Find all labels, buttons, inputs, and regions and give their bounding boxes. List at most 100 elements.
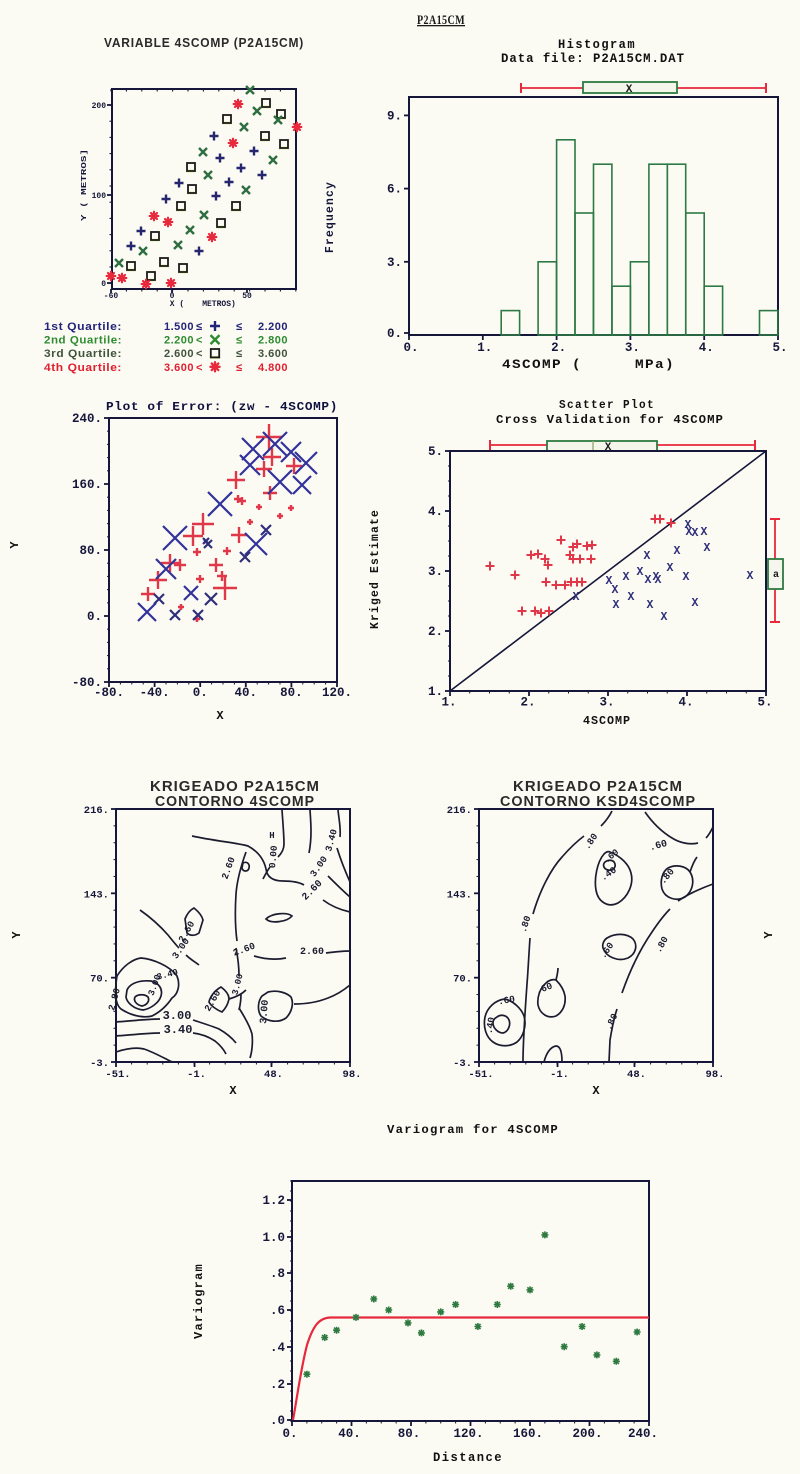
- svg-text:80.: 80.: [79, 544, 102, 558]
- svg-text:40.: 40.: [338, 1427, 361, 1441]
- svg-text:0.00: 0.00: [267, 845, 280, 869]
- svg-text:143.: 143.: [84, 889, 109, 901]
- svg-text:X: X: [653, 571, 660, 584]
- svg-text:0.: 0.: [193, 686, 208, 700]
- svg-text:4th Quartile:: 4th Quartile:: [44, 362, 122, 374]
- svg-text:KRIGEADO P2A15CM: KRIGEADO P2A15CM: [150, 779, 320, 795]
- svg-text:4.800: 4.800: [258, 362, 288, 374]
- svg-text:X: X: [613, 599, 620, 612]
- svg-text:P2A15CM: P2A15CM: [417, 12, 465, 27]
- svg-text:X: X: [692, 527, 699, 540]
- svg-text:3rd Quartile:: 3rd Quartile:: [44, 348, 122, 360]
- svg-text:.6: .6: [270, 1304, 285, 1318]
- svg-text:0.: 0.: [387, 327, 402, 341]
- svg-text:Histogram: Histogram: [558, 38, 636, 52]
- svg-text:3.: 3.: [387, 256, 402, 270]
- svg-text:KRIGEADO P2A15CM: KRIGEADO P2A15CM: [513, 779, 683, 795]
- svg-text:4.: 4.: [428, 505, 443, 519]
- svg-text:1.2: 1.2: [262, 1194, 285, 1208]
- svg-text:<: <: [196, 362, 202, 374]
- svg-text:Distance: Distance: [433, 1451, 503, 1465]
- svg-text:-3.: -3.: [90, 1058, 109, 1070]
- svg-text:H: H: [269, 831, 274, 841]
- svg-text:Data file: P2A15CM.DAT: Data file: P2A15CM.DAT: [501, 52, 685, 66]
- svg-text:X: X: [674, 545, 681, 558]
- svg-text:0: 0: [170, 292, 175, 301]
- svg-text:200.: 200.: [572, 1427, 602, 1441]
- svg-text:-3.: -3.: [453, 1058, 472, 1070]
- svg-text:0: 0: [101, 280, 106, 289]
- svg-text:216.: 216.: [84, 805, 109, 817]
- svg-text:-40.: -40.: [140, 686, 170, 700]
- svg-text:160.: 160.: [513, 1427, 543, 1441]
- svg-text:X: X: [704, 542, 711, 555]
- svg-text:80.: 80.: [398, 1427, 421, 1441]
- svg-text:2.: 2.: [551, 341, 566, 355]
- svg-text:3.600: 3.600: [164, 362, 194, 374]
- svg-text:120.: 120.: [322, 686, 352, 700]
- svg-text:X: X: [747, 570, 754, 583]
- svg-text:Y ( METROS]: Y ( METROS]: [81, 149, 89, 221]
- svg-text:-51.: -51.: [105, 1069, 130, 1081]
- svg-text:Variogram: Variogram: [192, 1263, 206, 1339]
- svg-text:X: X: [661, 611, 668, 624]
- svg-text:3.40: 3.40: [164, 1023, 193, 1037]
- svg-text:3.: 3.: [625, 341, 640, 355]
- svg-text:X: X: [637, 566, 644, 579]
- svg-text:X: X: [645, 574, 652, 587]
- svg-text:.40: .40: [484, 1016, 498, 1035]
- svg-text:1.500: 1.500: [164, 321, 194, 333]
- svg-text:MPa): MPa): [635, 358, 675, 372]
- svg-text:<: <: [196, 335, 202, 347]
- svg-text:1.: 1.: [477, 341, 492, 355]
- svg-text:Cross Validation for 4SCOMP: Cross Validation for 4SCOMP: [496, 413, 724, 427]
- svg-text:.2: .2: [270, 1378, 285, 1392]
- svg-text:Frequency: Frequency: [324, 181, 337, 253]
- svg-text:X: X: [573, 591, 580, 604]
- svg-text:X: X: [592, 1084, 600, 1098]
- svg-text:X: X: [612, 584, 619, 597]
- svg-text:Variogram for 4SCOMP: Variogram for 4SCOMP: [387, 1123, 559, 1137]
- svg-text:5.: 5.: [428, 445, 443, 459]
- svg-text:≤: ≤: [236, 335, 242, 347]
- svg-text:X: X: [692, 597, 699, 610]
- svg-text:-51.: -51.: [468, 1069, 493, 1081]
- svg-text:Y: Y: [8, 541, 22, 549]
- svg-text:48.: 48.: [627, 1069, 646, 1081]
- svg-text:.8: .8: [270, 1267, 285, 1281]
- svg-text:Kriged Estimate: Kriged Estimate: [369, 509, 382, 629]
- svg-text:.60: .60: [497, 994, 516, 1008]
- svg-text:-80.: -80.: [72, 676, 102, 690]
- svg-text:0.: 0.: [282, 1427, 297, 1441]
- svg-text:CONTORNO 4SCOMP: CONTORNO 4SCOMP: [155, 794, 315, 810]
- svg-text:48.: 48.: [264, 1069, 283, 1081]
- svg-text:2.200: 2.200: [258, 321, 288, 333]
- svg-text:5.: 5.: [772, 341, 787, 355]
- svg-text:100: 100: [92, 192, 107, 201]
- svg-text:216.: 216.: [447, 805, 472, 817]
- svg-text:40.: 40.: [235, 686, 258, 700]
- svg-text:X: X: [667, 562, 674, 575]
- svg-text:3.600: 3.600: [258, 348, 288, 360]
- svg-text:CONTORNO KSD4SCOMP: CONTORNO KSD4SCOMP: [500, 794, 696, 810]
- svg-text:160.: 160.: [72, 478, 102, 492]
- svg-text:VARIABLE 4SCOMP (P2A15CM): VARIABLE 4SCOMP (P2A15CM): [104, 36, 304, 50]
- svg-text:3.: 3.: [599, 696, 614, 710]
- svg-text:98.: 98.: [706, 1069, 725, 1081]
- svg-text:a: a: [773, 570, 779, 581]
- svg-text:Y: Y: [762, 931, 776, 939]
- svg-text:240.: 240.: [72, 412, 102, 426]
- svg-text:3.00: 3.00: [163, 1009, 192, 1023]
- svg-text:2.: 2.: [428, 625, 443, 639]
- svg-text:240.: 240.: [628, 1427, 658, 1441]
- svg-text:≤: ≤: [236, 362, 242, 374]
- svg-text:70.: 70.: [453, 974, 472, 986]
- svg-text:1.: 1.: [441, 696, 456, 710]
- svg-text:4SCOMP (: 4SCOMP (: [502, 358, 582, 372]
- svg-text:X: X: [683, 571, 690, 584]
- svg-text:Y: Y: [10, 931, 24, 939]
- svg-text:3.: 3.: [428, 565, 443, 579]
- svg-text:Plot of Error: (zw - 4SCOMP): Plot of Error: (zw - 4SCOMP): [106, 400, 338, 414]
- svg-text:4.: 4.: [699, 341, 714, 355]
- svg-text:<: <: [196, 348, 202, 360]
